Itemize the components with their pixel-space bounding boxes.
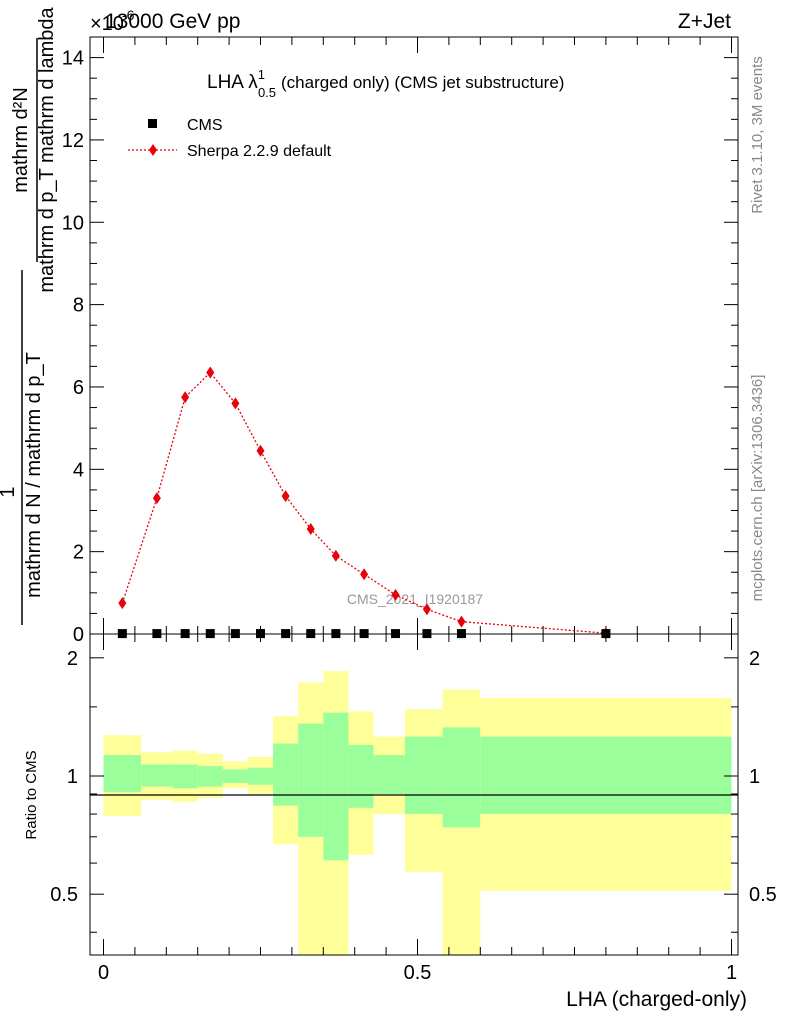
exponent-prefix: ×10 xyxy=(90,13,124,35)
ratio-y-ticks: 0.5 0.5 1 1 2 2 xyxy=(50,648,777,933)
mc-point xyxy=(181,391,190,404)
ratio-band-inner xyxy=(404,736,443,815)
ratio-band-inner xyxy=(273,743,299,806)
mc-point xyxy=(281,490,290,503)
x-axis-label: LHA (charged-only) xyxy=(566,988,747,1011)
ratio-band-inner xyxy=(103,755,142,793)
ratio-band-inner xyxy=(373,755,405,794)
mc-point xyxy=(256,444,265,457)
main-y-ticks: 0 2 4 6 8 10 12 14 xyxy=(62,36,738,646)
ylabel-bottom-denom: mathrm d N / mathrm d p_T xyxy=(23,352,45,598)
ratio-y-tick-label: 2 xyxy=(67,648,78,670)
legend-cms-marker xyxy=(148,119,157,128)
ratio-band-inner xyxy=(480,736,732,815)
collision-label: 13000 GeV pp xyxy=(105,10,240,33)
legend-mc-label: Sherpa 2.2.9 default xyxy=(187,143,332,160)
mc-point xyxy=(360,568,369,581)
mc-point xyxy=(231,397,240,410)
ratio-band-inner xyxy=(348,744,374,808)
main-y-tick-label: 8 xyxy=(73,295,84,317)
exponent-value: -6 xyxy=(122,7,135,23)
mcplots-label: mcplots.cern.ch [arXiv:1306.3436] xyxy=(749,375,766,602)
ylabel-bottom-numer: 1 xyxy=(0,486,19,497)
ratio-band-inner xyxy=(141,764,173,787)
main-y-tick-label: 2 xyxy=(73,542,84,564)
main-y-tick-label: 4 xyxy=(73,459,84,481)
title-sub: 0.5 xyxy=(258,85,276,100)
legend-cms-label: CMS xyxy=(187,117,223,134)
mc-point xyxy=(306,523,315,536)
legend: CMS Sherpa 2.2.9 default xyxy=(128,117,332,160)
ratio-bands xyxy=(103,671,732,955)
watermark: CMS_2021_I1920187 xyxy=(347,591,483,607)
main-y-tick-label: 14 xyxy=(62,48,84,70)
ratio-x-ticks: 0 0.5 1 xyxy=(98,634,737,984)
ratio-ylabel: Ratio to CMS xyxy=(23,750,40,839)
mc-point xyxy=(152,492,161,505)
mc-point xyxy=(118,597,127,610)
mc-point xyxy=(422,603,431,616)
main-plot: 0 2 4 6 8 10 12 14 CMS_2021_I1920187 LHA λ1 0.5 (… xyxy=(62,36,739,646)
ratio-band-inner xyxy=(222,769,248,783)
ratio-band-inner xyxy=(298,723,324,837)
ratio-y-tick-label: 1 xyxy=(67,766,78,788)
rivet-label: Rivet 3.1.10, 3M events xyxy=(749,56,766,214)
plot-title: LHA λ1 0.5 (charged only) (CMS jet substru… xyxy=(207,67,564,100)
main-y-tick-label: 12 xyxy=(62,130,84,152)
ratio-frame xyxy=(89,633,739,956)
title-main: LHA λ xyxy=(207,72,258,93)
main-ylabel: mathrm d²N mathrm d p_T mathrm d lambda … xyxy=(0,6,58,625)
main-y-tick-label: 10 xyxy=(62,212,84,234)
ratio-y-tick-label: 0.5 xyxy=(50,884,78,906)
mc-point xyxy=(391,588,400,601)
ratio-y-tick-label-right: 2 xyxy=(749,648,760,670)
ratio-plot: 0.5 0.51 12 2 0 0.5 1 Ratio to CMS LHA (charg… xyxy=(23,633,777,1011)
ratio-band-inner xyxy=(197,766,223,787)
x-tick-label: 0 xyxy=(98,962,109,984)
legend-mc-marker xyxy=(149,144,157,156)
ratio-band-inner xyxy=(247,767,274,785)
ratio-y-tick-label-right: 1 xyxy=(749,766,760,788)
x-tick-label: 1 xyxy=(726,962,737,984)
title-sup: 1 xyxy=(258,67,265,82)
ratio-y-tick-label-right: 0.5 xyxy=(749,884,777,906)
mc-point xyxy=(457,615,466,628)
main-y-tick-label: 0 xyxy=(73,624,84,646)
mc-line xyxy=(121,371,606,634)
x-tick-label: 0.5 xyxy=(404,962,432,984)
ratio-band-inner xyxy=(442,727,481,828)
mc-point xyxy=(331,549,340,562)
ratio-band-inner xyxy=(172,764,198,789)
ylabel-top-numer: mathrm d²N xyxy=(10,87,32,193)
title-rest: (charged only) (CMS jet substructure) xyxy=(281,73,564,92)
main-y-tick-label: 6 xyxy=(73,377,84,399)
ylabel-top-denom: mathrm d p_T mathrm d lambda xyxy=(36,6,58,292)
ratio-band-inner xyxy=(323,712,349,861)
process-label: Z+Jet xyxy=(678,10,731,33)
mc-point xyxy=(206,366,215,379)
